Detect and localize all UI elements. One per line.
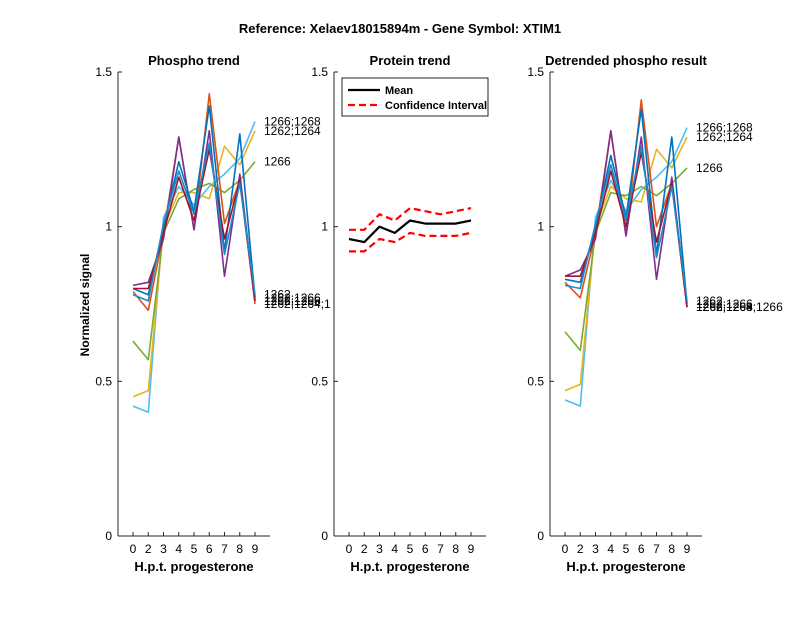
y-tick-label: 1 [537, 220, 544, 234]
y-tick-label: 0 [321, 529, 328, 543]
x-tick-label: 6 [422, 542, 429, 556]
y-tick-label: 0 [537, 529, 544, 543]
series-end-label: 1262;1264;1266 [696, 300, 783, 314]
x-tick-label: 9 [684, 542, 691, 556]
series-line-8 [132, 142, 256, 302]
x-tick-label: 4 [391, 542, 398, 556]
panel-title: Protein trend [370, 53, 451, 68]
series-end-label: 1262;1266 [264, 291, 321, 305]
x-tick-label: 6 [638, 542, 645, 556]
series-line-7 [133, 148, 256, 302]
x-tick-label: 5 [191, 542, 198, 556]
x-tick-label: 5 [407, 542, 414, 556]
series-end-label: 1262;1264;1 [264, 297, 331, 311]
series-end-label: 1266;1268 [264, 114, 321, 128]
series-line-3 [132, 161, 256, 361]
y-tick-label: 0.5 [311, 374, 328, 388]
y-tick-label: 0 [105, 529, 112, 543]
panel-title: Detrended phospho result [545, 53, 707, 68]
series-line-1 [564, 127, 688, 407]
y-tick-label: 1.5 [95, 65, 112, 79]
x-tick-label: 7 [653, 542, 660, 556]
y-tick-label: 1.5 [527, 65, 544, 79]
x-tick-label: 6 [206, 542, 213, 556]
series-line-2 [349, 207, 472, 231]
x-tick-label: 4 [175, 542, 182, 556]
x-axis-label: H.p.t. progesterone [350, 559, 469, 574]
y-tick-label: 0.5 [527, 374, 544, 388]
series-end-label: 1262;1266 [696, 297, 753, 311]
x-axis-label: H.p.t. progesterone [134, 559, 253, 574]
x-tick-label: 8 [668, 542, 675, 556]
x-tick-label: 8 [236, 542, 243, 556]
panel-title: Phospho trend [148, 53, 240, 68]
figure-title: Reference: Xelaev18015894m - Gene Symbol… [239, 21, 561, 36]
x-tick-label: 9 [468, 542, 475, 556]
y-axis-label: Normalized signal [78, 254, 92, 357]
series-end-label: 1262 [264, 288, 291, 302]
x-tick-label: 0 [562, 542, 569, 556]
x-tick-label: 3 [376, 542, 383, 556]
y-tick-label: 1 [105, 220, 112, 234]
series-end-label: 1262;1264 [696, 130, 753, 144]
series-line-1 [132, 121, 256, 414]
x-tick-label: 3 [592, 542, 599, 556]
series-line-2 [564, 136, 688, 392]
series-line-2 [132, 130, 256, 398]
x-tick-label: 8 [452, 542, 459, 556]
x-tick-label: 5 [623, 542, 630, 556]
x-tick-label: 7 [221, 542, 228, 556]
x-tick-label: 0 [346, 542, 353, 556]
x-tick-label: 0 [130, 542, 137, 556]
series-line-8 [564, 145, 688, 302]
x-tick-label: 4 [607, 542, 614, 556]
series-end-label: 1262;1266 [264, 294, 321, 308]
series-end-label: 1266 [264, 155, 291, 169]
series-end-label: 1266;1266 [264, 294, 321, 308]
x-tick-label: 2 [361, 542, 368, 556]
series-end-label: 1262 [696, 294, 723, 308]
series-end-label: 1266;1268 [696, 121, 753, 135]
legend-entry: Mean [385, 85, 413, 97]
y-tick-label: 1 [321, 220, 328, 234]
x-tick-label: 7 [437, 542, 444, 556]
x-tick-label: 2 [577, 542, 584, 556]
series-line-7 [565, 151, 688, 308]
legend-entry: Confidence Interval [385, 100, 487, 112]
y-tick-label: 1.5 [311, 65, 328, 79]
series-line-1 [348, 219, 472, 244]
x-axis-label: H.p.t. progesterone [566, 559, 685, 574]
series-end-label: 1266 [696, 161, 723, 175]
x-tick-label: 3 [160, 542, 167, 556]
series-line-3 [349, 231, 472, 253]
series-end-label: 1266;1268 [696, 300, 753, 314]
y-tick-label: 0.5 [95, 374, 112, 388]
legend-box [341, 77, 489, 117]
series-line-3 [564, 167, 688, 352]
x-tick-label: 2 [145, 542, 152, 556]
series-end-label: 1262;1264 [264, 124, 321, 138]
series-end-label: 1262;1266 [696, 300, 753, 314]
x-tick-label: 9 [252, 542, 259, 556]
